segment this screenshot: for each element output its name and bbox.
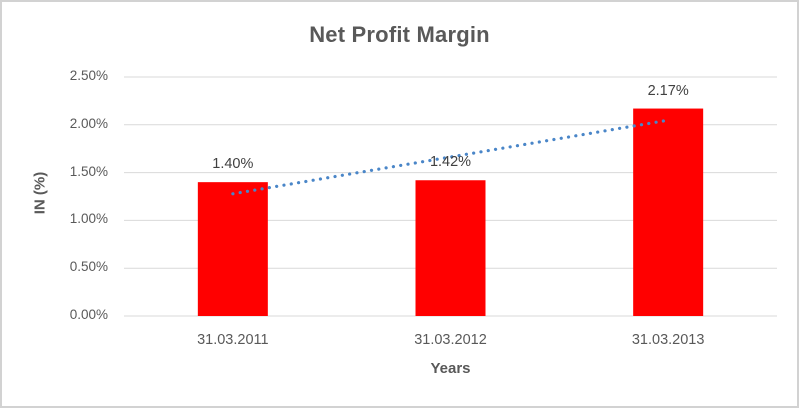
x-category-label: 31.03.2013 [631,332,705,348]
y-tick-label: 1.00% [69,211,108,227]
bar [633,108,704,316]
bar [415,180,486,316]
trendline [231,118,670,196]
x-category-label: 31.03.2012 [414,332,487,348]
y-tick-label: 2.00% [69,115,108,131]
y-tick-label: 0.00% [69,307,108,322]
value-label: 1.42% [429,154,472,171]
y-tick-label: 0.50% [69,259,108,275]
bars-group [197,108,704,316]
value-label: 1.40% [212,156,254,173]
y-tick-label: 2.50% [69,68,108,83]
value-label: 2.17% [647,82,689,99]
chart-title: Net Profit Margin [309,22,490,47]
trendline-group [231,118,670,196]
x-axis-title: Years [430,360,471,377]
x-category-label: 31.03.2011 [197,332,269,348]
bar [197,182,268,316]
y-tick-label: 1.50% [69,163,108,179]
